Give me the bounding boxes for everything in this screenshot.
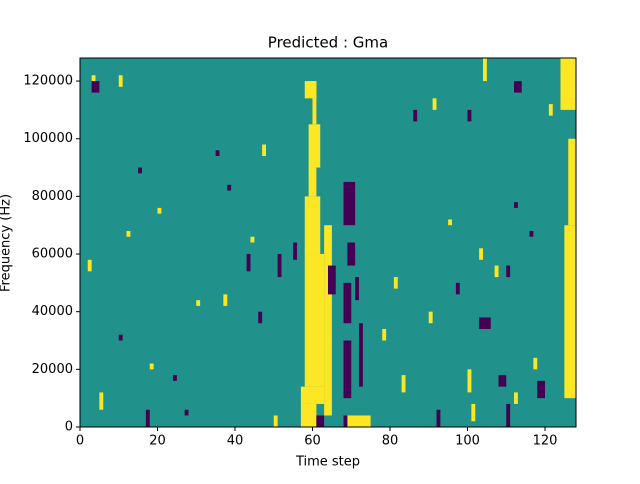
heatmap-cell bbox=[529, 230, 534, 237]
heatmap-cell bbox=[91, 81, 100, 93]
heatmap-cell bbox=[347, 242, 356, 266]
heatmap-cell bbox=[483, 317, 491, 329]
x-tick-label: 20 bbox=[149, 434, 166, 449]
heatmap-cell bbox=[564, 225, 576, 399]
y-tick-label: 20000 bbox=[32, 362, 73, 377]
x-axis-label: Time step bbox=[295, 455, 360, 470]
heatmap-cell bbox=[246, 254, 251, 272]
heatmap-cell bbox=[223, 294, 228, 306]
x-tick-label: 0 bbox=[76, 434, 84, 449]
heatmap-cell bbox=[157, 207, 162, 214]
heatmap-cell bbox=[548, 104, 553, 116]
heatmap-cell bbox=[324, 225, 332, 416]
heatmap-cell bbox=[328, 265, 336, 295]
y-tick-label: 40000 bbox=[32, 304, 73, 319]
heatmap-cell bbox=[99, 392, 104, 410]
heatmap-cell bbox=[126, 230, 131, 237]
heatmap-cell bbox=[479, 317, 483, 329]
heatmap-cell bbox=[413, 109, 418, 122]
heatmap-cell bbox=[300, 386, 325, 404]
y-tick-label: 60000 bbox=[32, 247, 73, 262]
heatmap-cell bbox=[382, 328, 387, 341]
heatmap-cell bbox=[494, 265, 499, 278]
heatmap-cell bbox=[118, 75, 123, 87]
heatmap-cell bbox=[145, 409, 150, 427]
heatmap-cell bbox=[393, 277, 398, 289]
heatmap-cell bbox=[471, 403, 476, 422]
heatmap-cell bbox=[308, 124, 321, 168]
heatmap-cell bbox=[514, 392, 518, 404]
x-tick-label: 100 bbox=[455, 434, 480, 449]
heatmap-cell bbox=[483, 58, 487, 82]
heatmap-cell bbox=[343, 181, 356, 226]
heatmap-cell bbox=[455, 282, 460, 295]
x-tick-label: 40 bbox=[227, 434, 244, 449]
y-tick-label: 100000 bbox=[23, 131, 73, 146]
heatmap-cell bbox=[560, 58, 576, 110]
heatmap-cell bbox=[118, 334, 123, 341]
heatmap-cell bbox=[277, 254, 282, 278]
x-tick-label: 60 bbox=[304, 434, 321, 449]
heatmap-cell bbox=[149, 363, 154, 370]
heatmap-cell bbox=[258, 311, 263, 324]
x-tick-label: 120 bbox=[533, 434, 558, 449]
heatmap-cell bbox=[533, 357, 538, 370]
heatmap-cell bbox=[479, 248, 483, 260]
heatmap-cell bbox=[293, 242, 297, 260]
heatmap-cell bbox=[173, 375, 177, 381]
heatmap-cell bbox=[498, 375, 507, 387]
heatmap-cell bbox=[138, 167, 142, 174]
y-tick-label: 80000 bbox=[32, 189, 73, 204]
heatmap-cell bbox=[304, 81, 317, 99]
heatmap-cell bbox=[304, 196, 321, 255]
heatmap-cell bbox=[312, 81, 317, 125]
heatmap-cell bbox=[300, 403, 317, 427]
y-tick-label: 0 bbox=[65, 420, 73, 435]
heatmap-cell bbox=[196, 300, 201, 306]
heatmap-cell bbox=[262, 144, 266, 157]
y-tick-label: 120000 bbox=[23, 74, 73, 89]
heatmap-cell bbox=[250, 236, 255, 243]
heatmap-cell bbox=[343, 415, 348, 427]
heatmap-cell bbox=[184, 409, 189, 416]
heatmap-cell bbox=[273, 415, 278, 427]
heatmap-cell bbox=[467, 109, 472, 122]
heatmap-cell bbox=[514, 81, 522, 93]
heatmap-cell bbox=[537, 380, 545, 399]
heatmap-cell bbox=[355, 277, 359, 301]
heatmap-cell bbox=[401, 375, 406, 393]
heatmap-cell bbox=[343, 282, 352, 324]
heatmap-cell bbox=[514, 202, 518, 208]
heatmap-cell bbox=[308, 167, 317, 197]
heatmap-cell bbox=[467, 369, 472, 393]
heatmap-cell bbox=[91, 75, 96, 82]
heatmap-cell bbox=[316, 415, 325, 427]
heatmap-cell bbox=[347, 415, 371, 427]
heatmap-cell bbox=[87, 259, 92, 272]
heatmap-cell bbox=[436, 409, 441, 427]
x-tick-label: 80 bbox=[382, 434, 399, 449]
heatmap-cell bbox=[215, 150, 220, 157]
heatmap-cell bbox=[568, 138, 576, 226]
heatmap-cell bbox=[506, 265, 511, 278]
heatmap-cell bbox=[428, 311, 433, 324]
heatmap-cell bbox=[506, 403, 511, 427]
heatmap-cell bbox=[432, 98, 437, 110]
chart-title: Predicted : Gma bbox=[268, 34, 388, 52]
heatmap-cell bbox=[359, 323, 363, 387]
heatmap-cell bbox=[448, 219, 452, 226]
plot-frame bbox=[79, 57, 577, 428]
heatmap-cell bbox=[304, 254, 325, 387]
y-axis-label: Frequency (Hz) bbox=[0, 194, 14, 292]
heatmap-cell bbox=[227, 184, 232, 191]
heatmap-cell bbox=[343, 340, 352, 399]
